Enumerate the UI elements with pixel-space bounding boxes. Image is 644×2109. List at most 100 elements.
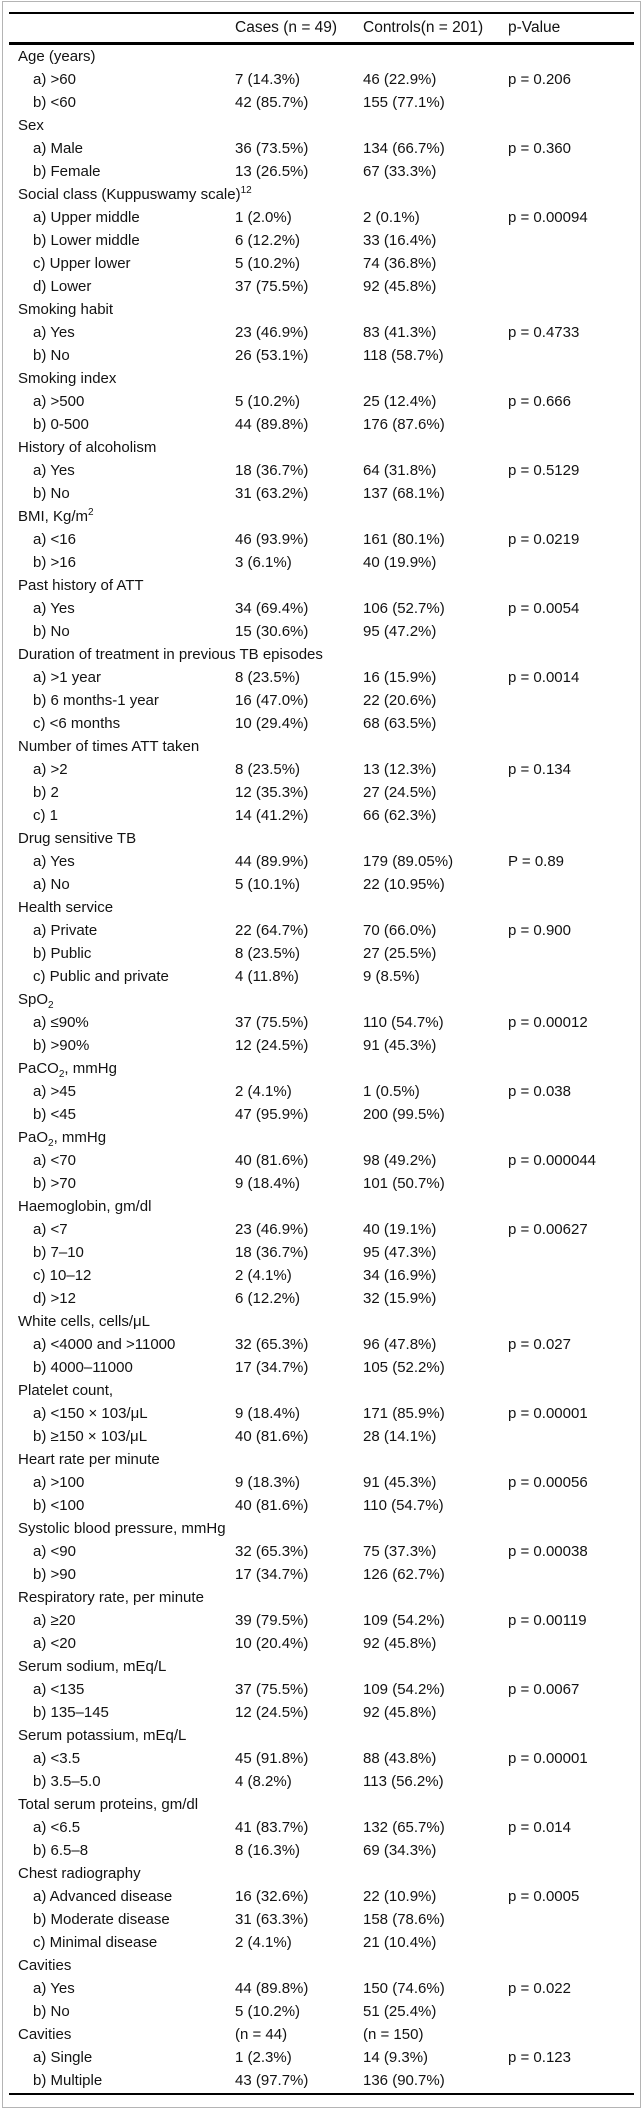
cases-value: 14 (41.2%)	[235, 807, 309, 824]
p-value	[508, 804, 640, 827]
controls-value: 176 (87.6%)	[363, 416, 445, 433]
cases-value: (n = 44)	[235, 2026, 288, 2043]
row-label: b) >90	[33, 1566, 76, 1583]
section-row: Social class (Kuppuswamy scale)12	[3, 183, 640, 206]
data-row: a) <90 32 (65.3%) 75 (37.3%) p = 0.00038	[3, 1540, 640, 1563]
controls-value: 74 (36.8%)	[363, 255, 437, 272]
data-row: b) <45 47 (95.9%) 200 (99.5%)	[3, 1103, 640, 1126]
cases-value	[235, 1379, 363, 1402]
controls-value	[363, 45, 508, 68]
p-value	[508, 2000, 640, 2023]
cases-value	[235, 988, 363, 1011]
section-row: BMI, Kg/m2	[3, 505, 640, 528]
p-value: p = 0.038	[508, 1083, 571, 1100]
cases-value	[235, 1057, 363, 1080]
cases-value: 40 (81.6%)	[235, 1152, 309, 1169]
controls-value: 91 (45.3%)	[363, 1037, 437, 1054]
controls-value: 40 (19.1%)	[363, 1221, 437, 1238]
p-value	[508, 781, 640, 804]
p-value	[508, 1034, 640, 1057]
controls-value: 21 (10.4%)	[363, 1934, 437, 1951]
cases-value: 37 (75.5%)	[235, 1681, 309, 1698]
controls-value: 25 (12.4%)	[363, 393, 437, 410]
data-row: b) >16 3 (6.1%) 40 (19.9%)	[3, 551, 640, 574]
section-label: Systolic blood pressure, mmHg	[18, 1520, 226, 1537]
row-label: d) >12	[33, 1290, 76, 1307]
controls-value: (n = 150)	[363, 2026, 424, 2043]
cases-value: 6 (12.2%)	[235, 232, 301, 249]
controls-value	[363, 643, 508, 666]
p-value	[508, 1563, 640, 1586]
controls-value	[363, 1655, 508, 1678]
controls-value	[363, 1379, 508, 1402]
data-row: b) 4000–11000 17 (34.7%) 105 (52.2%)	[3, 1356, 640, 1379]
section-row: Age (years)	[3, 45, 640, 68]
section-row: Smoking index	[3, 367, 640, 390]
section-label: Sex	[18, 117, 44, 134]
p-value: p = 0.5129	[508, 462, 580, 479]
controls-value	[363, 114, 508, 137]
data-row: b) 135–145 12 (24.5%) 92 (45.8%)	[3, 1701, 640, 1724]
cases-value: 8 (23.5%)	[235, 761, 301, 778]
cases-value: 32 (65.3%)	[235, 1543, 309, 1560]
p-value	[508, 160, 640, 183]
cases-value: 5 (10.2%)	[235, 255, 301, 272]
controls-value	[363, 1126, 508, 1149]
data-row: b) Female 13 (26.5%) 67 (33.3%)	[3, 160, 640, 183]
controls-value: 75 (37.3%)	[363, 1543, 437, 1560]
data-row: b) >90% 12 (24.5%) 91 (45.3%)	[3, 1034, 640, 1057]
controls-value: 33 (16.4%)	[363, 232, 437, 249]
data-row: c) 10–12 2 (4.1%) 34 (16.9%)	[3, 1264, 640, 1287]
row-label: b) 6.5–8	[33, 1842, 89, 1859]
section-row: Drug sensitive TB	[3, 827, 640, 850]
data-row: a) ≥20 39 (79.5%) 109 (54.2%) p = 0.00119	[3, 1609, 640, 1632]
cases-value: 17 (34.7%)	[235, 1359, 309, 1376]
cases-value	[235, 1195, 363, 1218]
controls-value	[363, 1448, 508, 1471]
row-label: a) <90	[33, 1543, 76, 1560]
row-label: a) <6.5	[33, 1819, 81, 1836]
cases-value	[235, 505, 363, 528]
controls-value	[363, 1057, 508, 1080]
data-row: b) Multiple 43 (97.7%) 136 (90.7%)	[3, 2069, 640, 2092]
row-label: c) Minimal disease	[33, 1934, 158, 1951]
row-label: b) <100	[33, 1497, 85, 1514]
section-label: Chest radiography	[18, 1865, 141, 1882]
p-value	[508, 1793, 640, 1816]
table-bottom-rule	[9, 2093, 634, 2095]
data-row: a) Male 36 (73.5%) 134 (66.7%) p = 0.360	[3, 137, 640, 160]
row-label: a) ≤90%	[33, 1014, 89, 1031]
row-label: b) 6 months-1 year	[33, 692, 159, 709]
section-label: PaO2, mmHg	[18, 1129, 107, 1149]
controls-value: 113 (56.2%)	[363, 1773, 444, 1790]
data-row: a) Advanced disease 16 (32.6%) 22 (10.9%) p…	[3, 1885, 640, 1908]
row-label: b) Multiple	[33, 2072, 103, 2089]
data-row: b) <100 40 (81.6%) 110 (54.7%)	[3, 1494, 640, 1517]
p-value: p = 0.134	[508, 761, 571, 778]
data-row: b) >90 17 (34.7%) 126 (62.7%)	[3, 1563, 640, 1586]
section-row: Health service	[3, 896, 640, 919]
p-value	[508, 1195, 640, 1218]
row-label: b) 0-500	[33, 416, 89, 433]
section-row: Sex	[3, 114, 640, 137]
p-value	[508, 298, 640, 321]
section-row: History of alcoholism	[3, 436, 640, 459]
controls-value: 2 (0.1%)	[363, 209, 420, 226]
row-label: b) <45	[33, 1106, 76, 1123]
p-value	[508, 45, 640, 68]
section-row: Total serum proteins, gm/dl	[3, 1793, 640, 1816]
row-label: a) Male	[33, 140, 84, 157]
controls-value: 171 (85.9%)	[363, 1405, 445, 1422]
controls-value: 110 (54.7%)	[363, 1497, 444, 1514]
cases-value: 22 (64.7%)	[235, 922, 309, 939]
data-row: a) >500 5 (10.2%) 25 (12.4%) p = 0.666	[3, 390, 640, 413]
cases-value: 37 (75.5%)	[235, 1014, 309, 1031]
cases-value: 40 (81.6%)	[235, 1497, 309, 1514]
p-value	[508, 1310, 640, 1333]
p-value	[508, 91, 640, 114]
cases-value: 6 (12.2%)	[235, 1290, 301, 1307]
p-value	[508, 1103, 640, 1126]
p-value	[508, 1931, 640, 1954]
data-row: a) No 5 (10.1%) 22 (10.95%)	[3, 873, 640, 896]
